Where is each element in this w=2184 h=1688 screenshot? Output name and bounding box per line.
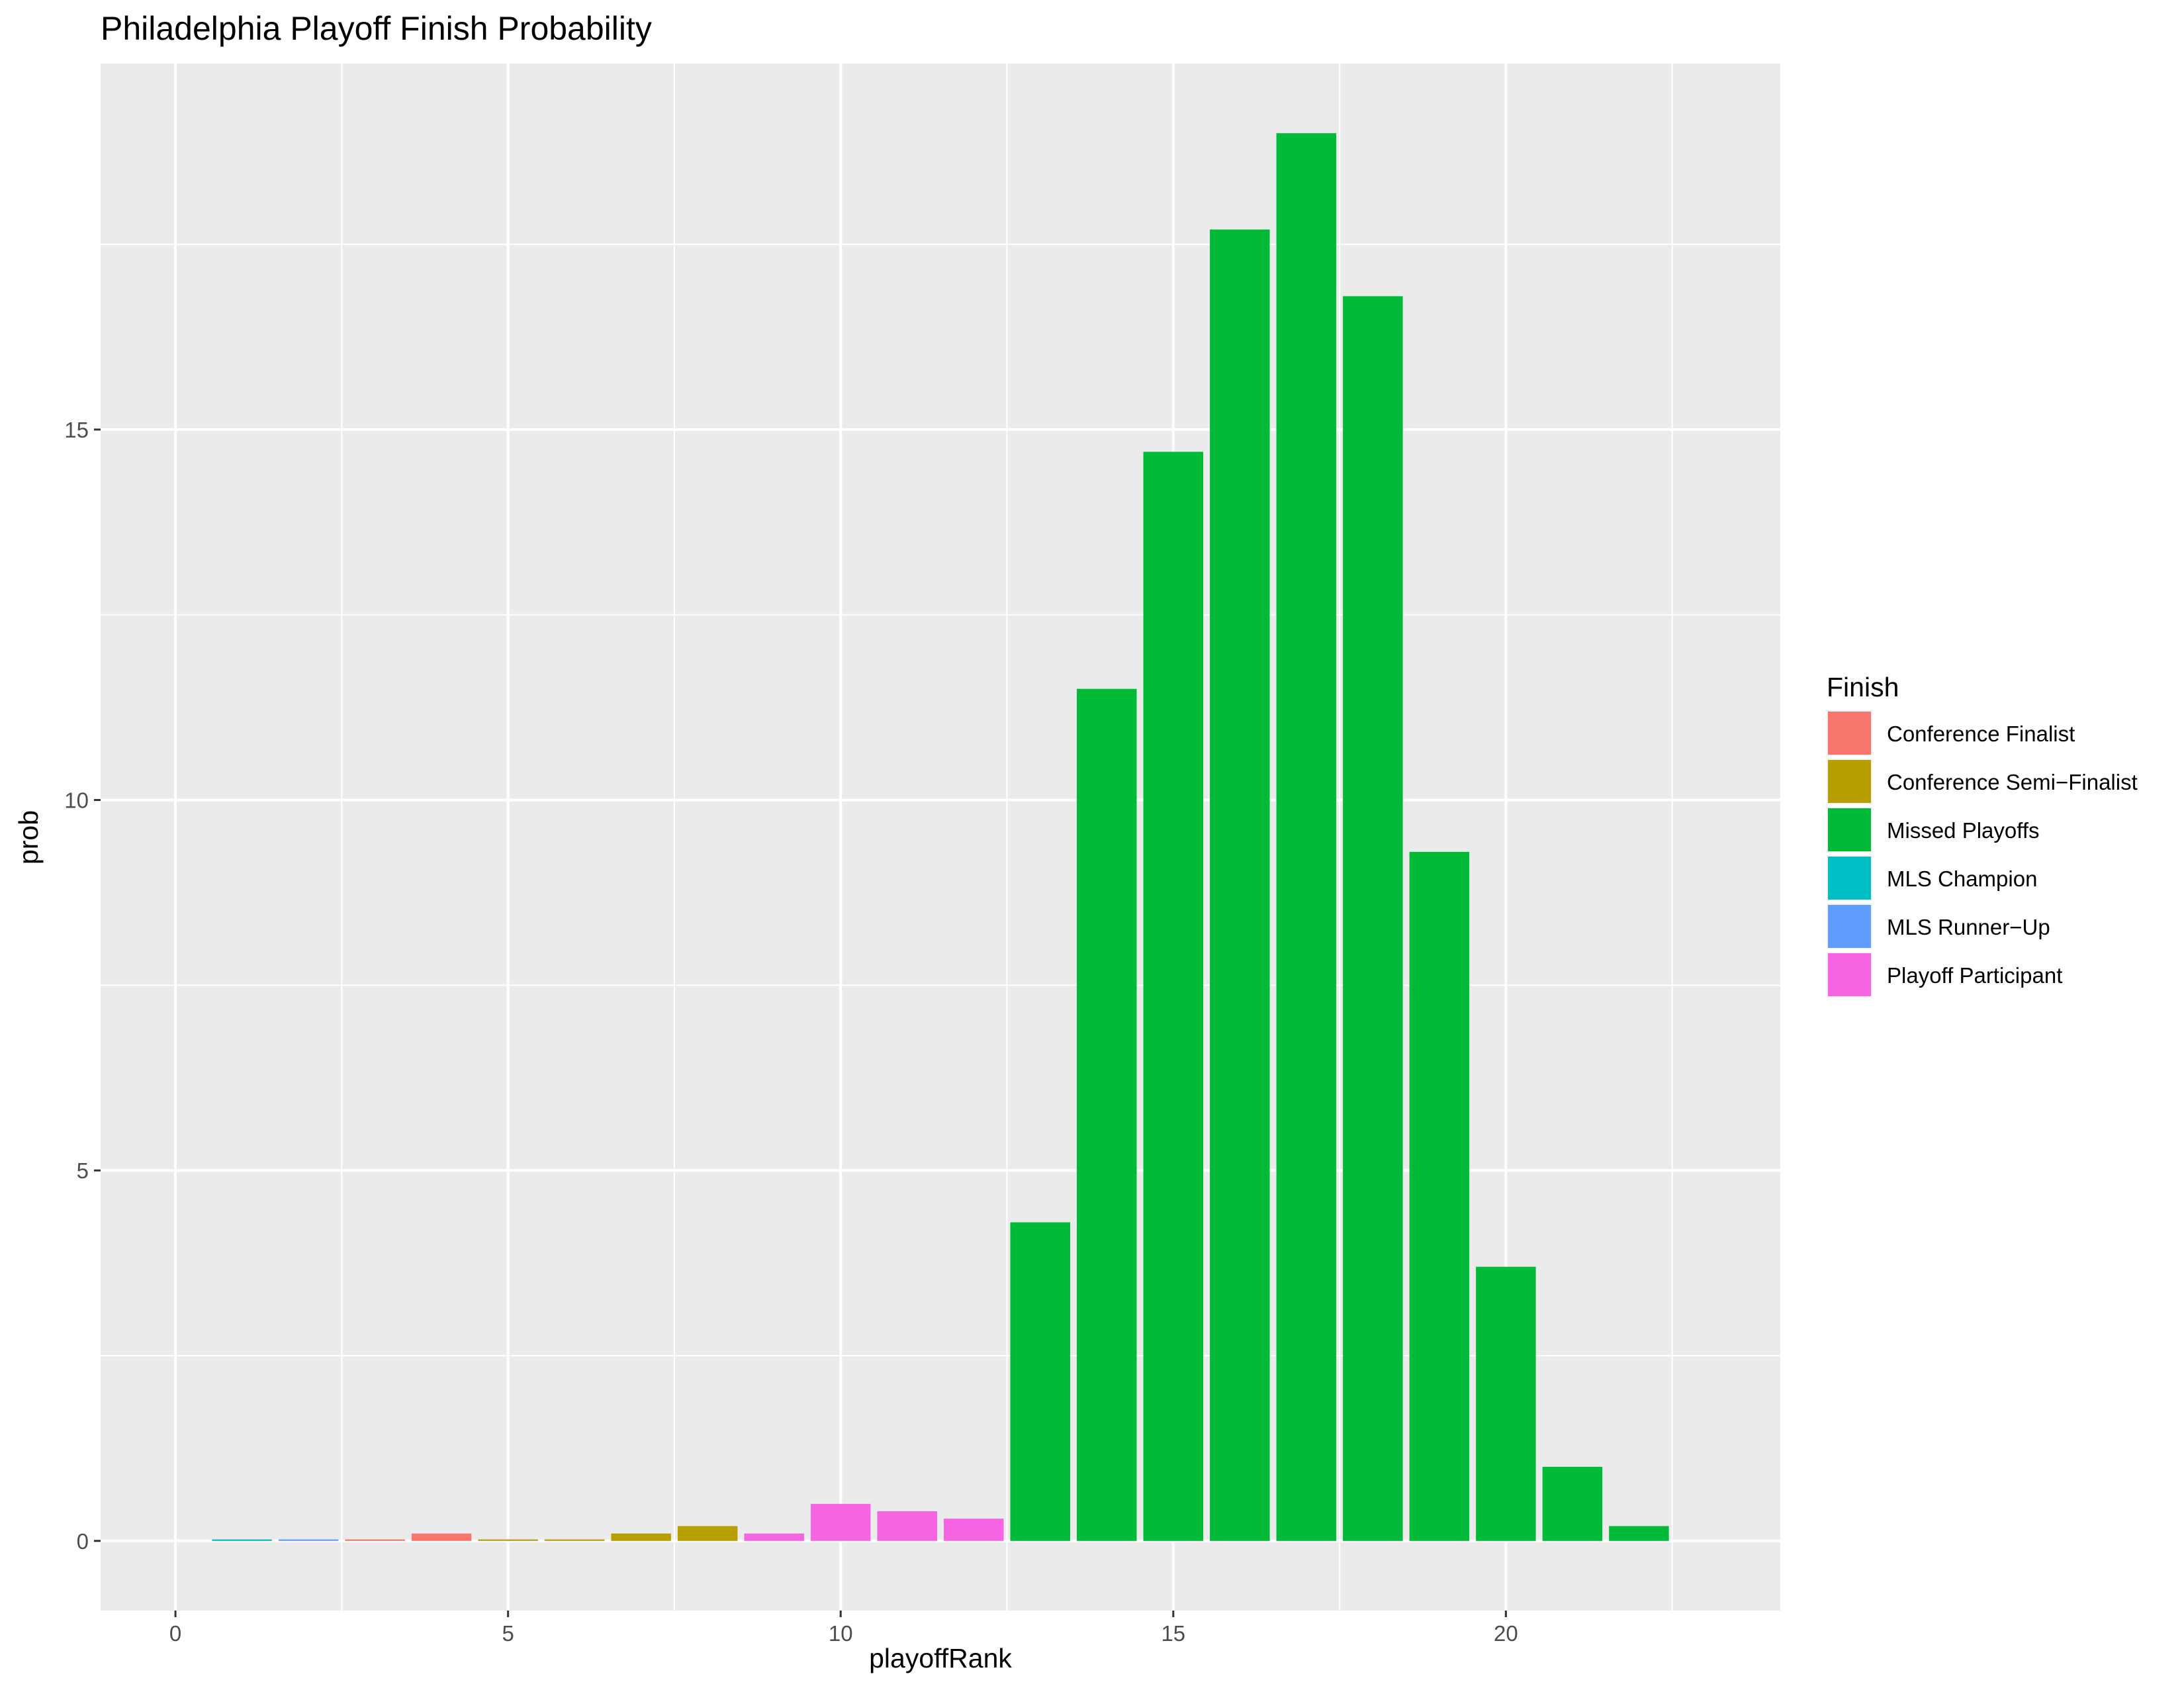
bar (1276, 133, 1337, 1541)
bar (1476, 1266, 1536, 1541)
bar (278, 1539, 339, 1541)
bar (1409, 851, 1470, 1541)
legend-label: Missed Playoffs (1887, 818, 2039, 843)
bars (212, 133, 1669, 1541)
bar (1609, 1526, 1669, 1541)
y-tick-label: 0 (77, 1529, 89, 1554)
bar (1143, 451, 1204, 1541)
bar (478, 1539, 538, 1541)
y-tick-label: 15 (64, 418, 89, 442)
bar (212, 1539, 272, 1541)
legend-swatch (1828, 905, 1871, 948)
legend-swatch (1828, 808, 1871, 851)
legend-label: MLS Runner−Up (1887, 915, 2050, 939)
x-tick-label: 0 (169, 1621, 181, 1646)
bar (944, 1519, 1004, 1541)
y-axis: 0 5 10 15 (64, 418, 101, 1554)
legend-title: Finish (1827, 672, 1899, 702)
bar (877, 1511, 937, 1541)
legend-swatch (1828, 760, 1871, 803)
bar (810, 1503, 871, 1541)
bar (1077, 688, 1137, 1541)
x-tick-label: 15 (1161, 1621, 1185, 1646)
bar (611, 1533, 671, 1541)
bar (411, 1533, 472, 1541)
legend-label: Conference Finalist (1887, 722, 2075, 746)
legend: Finish Conference Finalist Conference Sem… (1827, 672, 2138, 998)
legend-label: Conference Semi−Finalist (1887, 770, 2138, 794)
y-tick-label: 10 (64, 788, 89, 813)
minor-gridlines (101, 64, 1780, 1611)
x-tick-label: 20 (1494, 1621, 1518, 1646)
legend-swatch (1828, 953, 1871, 996)
x-axis-title: playoffRank (869, 1643, 1012, 1673)
chart-title: Philadelphia Playoff Finish Probability (101, 10, 652, 47)
bar (1542, 1466, 1603, 1541)
y-tick-label: 5 (77, 1158, 89, 1183)
x-axis: 0 5 10 15 20 (169, 1611, 1518, 1646)
bar (1210, 229, 1270, 1541)
x-tick-label: 10 (829, 1621, 853, 1646)
major-gridlines (101, 64, 1780, 1611)
x-tick-label: 5 (502, 1621, 514, 1646)
bar (1343, 296, 1403, 1541)
bar (1010, 1222, 1071, 1541)
legend-swatch (1828, 712, 1871, 755)
legend-label: Playoff Participant (1887, 963, 2062, 988)
legend-label: MLS Champion (1887, 867, 2037, 891)
y-axis-title: prob (13, 810, 44, 865)
bar (544, 1539, 605, 1541)
bar (677, 1526, 738, 1541)
legend-swatch (1828, 857, 1871, 900)
bar (744, 1533, 804, 1541)
bar (345, 1539, 405, 1541)
